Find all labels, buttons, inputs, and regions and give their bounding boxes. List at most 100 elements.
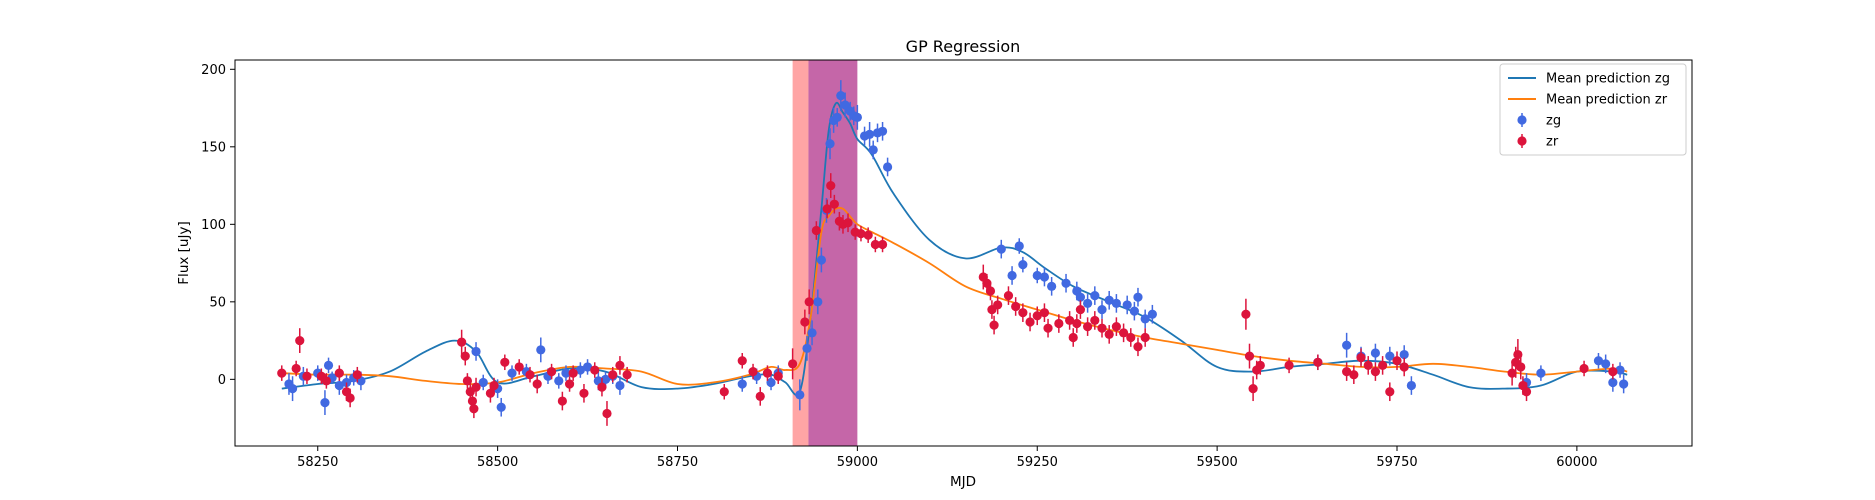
y-tick-label-150: 150 (201, 140, 226, 155)
point-zr-103 (1521, 387, 1532, 397)
point-zg-70 (1147, 309, 1157, 319)
point-zr-24 (557, 396, 567, 406)
point-zr-70 (1068, 332, 1078, 343)
legend-label-0: Mean prediction zg (1546, 72, 1670, 87)
point-zg-69 (1140, 314, 1150, 324)
point-zr-51 (856, 229, 866, 239)
point-zr-15 (469, 404, 479, 414)
point-zr-87 (1284, 360, 1294, 370)
point-zg-55 (1032, 270, 1042, 281)
point-zg-24 (600, 374, 611, 384)
point-zr-25 (564, 379, 575, 389)
point-zr-64 (1025, 317, 1035, 327)
point-zg-22 (582, 362, 593, 372)
point-zr-71 (1072, 318, 1082, 329)
point-zr-61 (1003, 291, 1014, 301)
x-tick-label-59250: 59250 (1017, 455, 1058, 470)
point-zr-14 (467, 396, 478, 406)
point-zr-2 (295, 335, 305, 346)
point-zr-54 (877, 239, 888, 250)
point-zr-73 (1083, 322, 1093, 332)
point-zg-51 (996, 244, 1006, 254)
x-axis-label: MJD (950, 474, 976, 490)
point-zg-79 (1536, 368, 1546, 378)
point-zg-32 (802, 343, 812, 353)
point-zr-22 (532, 379, 542, 389)
point-zr-36 (748, 366, 758, 377)
point-zg-62 (1090, 291, 1100, 301)
point-zg-31 (795, 390, 805, 400)
point-zr-80 (1133, 342, 1143, 352)
point-zr-101 (1516, 362, 1526, 372)
point-zr-41 (800, 317, 810, 327)
point-zr-19 (500, 357, 510, 367)
point-zg-4 (320, 397, 330, 408)
point-zg-61 (1083, 298, 1093, 308)
point-zg-84 (1619, 379, 1629, 389)
point-zg-46 (865, 129, 875, 140)
point-zg-27 (737, 379, 747, 389)
point-zr-44 (822, 204, 832, 214)
x-tick-label-58500: 58500 (477, 455, 518, 470)
plot-area (234, 59, 1693, 447)
point-zr-45 (826, 180, 836, 191)
point-zr-29 (597, 382, 607, 392)
point-zg-34 (813, 297, 823, 307)
point-zr-83 (1244, 351, 1255, 361)
point-zr-46 (829, 199, 839, 209)
point-zg-37 (825, 139, 835, 149)
point-zr-92 (1363, 360, 1373, 370)
point-zg-53 (1014, 241, 1024, 251)
point-zr-89 (1342, 366, 1352, 377)
point-zg-26 (615, 380, 625, 391)
y-tick-label-200: 200 (201, 63, 226, 78)
x-tick-label-58250: 58250 (297, 455, 338, 470)
point-zr-65 (1032, 311, 1042, 321)
point-zr-93 (1370, 366, 1381, 377)
point-zr-6 (334, 368, 344, 378)
point-zg-15 (507, 368, 517, 378)
point-zr-67 (1043, 323, 1053, 333)
point-zr-40 (788, 359, 798, 369)
point-zg-41 (840, 100, 850, 110)
point-zg-12 (478, 377, 488, 388)
point-zr-90 (1349, 370, 1359, 380)
point-zr-3 (302, 371, 312, 381)
point-zr-28 (590, 365, 600, 375)
point-zg-7 (334, 380, 344, 391)
point-zg-52 (1007, 270, 1017, 281)
y-tick-label-100: 100 (201, 218, 226, 233)
legend-label-1: Mean prediction zr (1546, 93, 1668, 108)
point-zr-9 (352, 370, 362, 380)
legend-label-3: zr (1546, 135, 1559, 150)
point-zr-5 (321, 376, 331, 386)
plot-frame (234, 59, 1693, 447)
point-zg-76 (1399, 349, 1409, 360)
point-zr-27 (579, 388, 589, 398)
point-zr-11 (460, 351, 470, 361)
point-zr-49 (843, 218, 853, 228)
point-zr-38 (762, 368, 773, 378)
point-zr-88 (1313, 357, 1323, 367)
point-zr-91 (1356, 353, 1366, 363)
point-zg-83 (1615, 365, 1625, 375)
point-zr-72 (1075, 304, 1086, 315)
legend-swatch-2 (1517, 115, 1527, 125)
point-zr-34 (719, 387, 729, 397)
legend-label-2: zg (1546, 114, 1561, 129)
point-zr-86 (1255, 360, 1265, 370)
point-zg-50 (882, 162, 893, 172)
x-tick-label-59750: 59750 (1376, 455, 1417, 470)
point-zg-35 (816, 255, 826, 265)
point-zg-68 (1133, 292, 1143, 302)
point-zr-8 (345, 393, 355, 403)
point-zg-44 (852, 112, 862, 122)
point-zg-47 (868, 145, 878, 155)
point-zr-32 (615, 360, 625, 370)
point-zg-54 (1018, 260, 1028, 270)
point-zg-67 (1129, 306, 1139, 316)
point-zr-30 (602, 408, 612, 419)
point-zr-53 (870, 239, 880, 250)
point-zr-20 (514, 362, 524, 372)
point-zg-60 (1075, 292, 1086, 302)
